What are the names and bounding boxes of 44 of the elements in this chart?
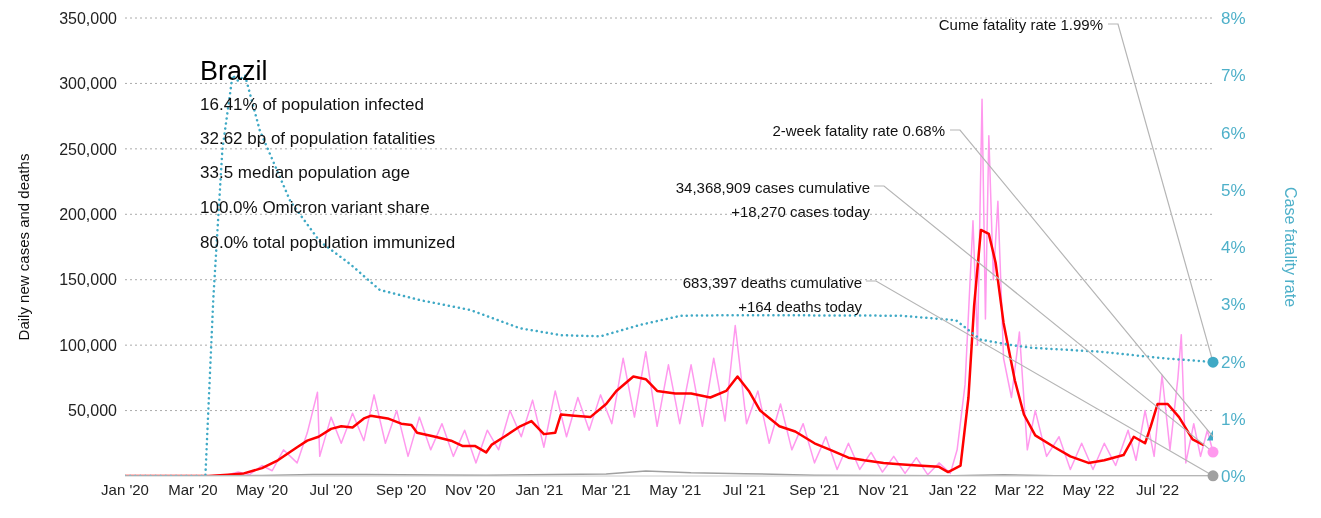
x-tick-label: Sep '20	[376, 480, 427, 498]
y-axis-title: Daily new cases and deaths	[15, 153, 33, 341]
y2-tick-label: 7%	[1221, 66, 1246, 86]
y2-axis-title: Case fatality rate	[1282, 186, 1300, 308]
annotation: 33.5 median population age	[200, 163, 410, 182]
annotation: 34,368,909 cases cumulative +18,270 cases today	[675, 179, 871, 220]
x-tick-label: Nov '20	[445, 480, 496, 498]
y2-tick-label: 0%	[1221, 467, 1246, 487]
x-tick-label: Mar '22	[994, 480, 1045, 498]
x-tick-label: Jan '20	[101, 480, 149, 498]
annotation: 16.41% of population infected	[200, 95, 425, 114]
annotation: Cume fatality rate 1.99%	[938, 16, 1103, 33]
x-tick-label: Jul '21	[722, 480, 766, 498]
x-tick-label: Nov '21	[858, 480, 909, 498]
annotation: 2-week fatality rate 0.68%	[772, 122, 945, 139]
x-tick-label: Mar '21	[581, 480, 631, 498]
y-tick-label: 100,000	[59, 336, 118, 354]
x-tick-label: May '22	[1062, 480, 1115, 498]
annotation: 683,397 deaths cumulative +164 deaths today	[682, 274, 863, 315]
x-tick-label: Sep '21	[789, 480, 840, 498]
y-tick-label: 300,000	[59, 75, 118, 93]
annotation: 100.0% Omicron variant share	[200, 198, 430, 217]
x-tick-label: May '20	[235, 480, 289, 498]
y2-tick-label: 5%	[1221, 180, 1246, 200]
x-tick-label: Jul '20	[309, 480, 353, 498]
annotation: 80.0% total population immunized	[200, 233, 456, 252]
annotation: 32.62 bp of population fatalities	[200, 129, 436, 148]
y2-tick-label: 2%	[1221, 352, 1246, 372]
x-tick-label: Jul '22	[1136, 480, 1179, 498]
y2-tick-label: 1%	[1221, 409, 1246, 429]
y2-tick-label: 6%	[1221, 123, 1246, 143]
text: Brazil	[200, 56, 268, 86]
y2-tick-label: 3%	[1221, 295, 1246, 315]
y-tick-label: 150,000	[59, 271, 118, 289]
y2-tick-label: 4%	[1221, 238, 1246, 258]
y2-tick-label: 8%	[1221, 9, 1246, 29]
x-tick-label: May '21	[649, 480, 702, 498]
y-tick-label: 350,000	[59, 9, 118, 27]
y-tick-label: 250,000	[59, 140, 118, 158]
y-tick-label: 200,000	[59, 205, 118, 223]
x-tick-label: Mar '20	[168, 480, 218, 498]
x-tick-label: Jan '22	[928, 480, 977, 498]
x-tick-label: Jan '21	[515, 480, 564, 498]
y-tick-label: 50,000	[68, 402, 118, 420]
